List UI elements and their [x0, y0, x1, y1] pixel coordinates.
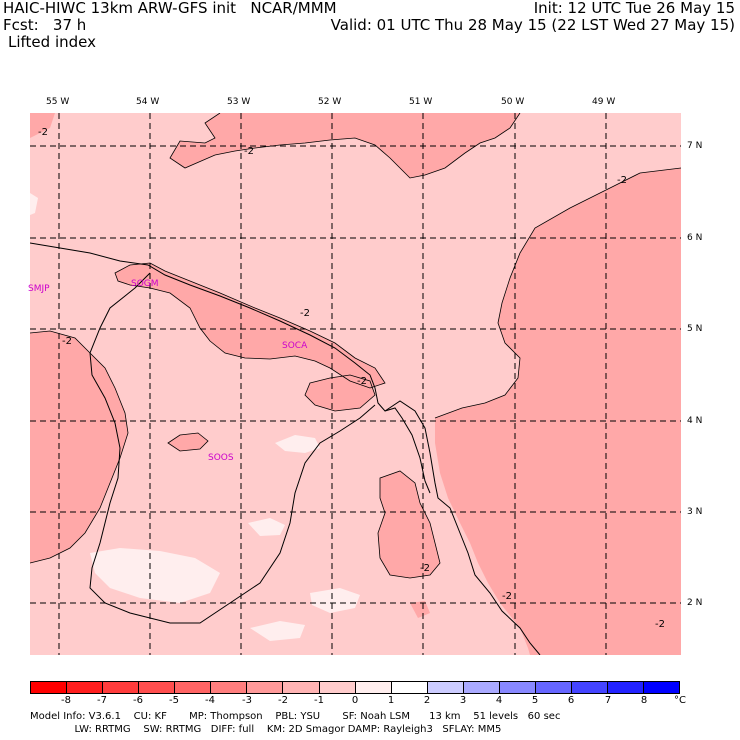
colorbar-tick: 4 [495, 695, 503, 706]
lon-label-55w: 55 W [46, 97, 70, 107]
contour-label: -2 [617, 175, 627, 186]
colorbar-cell [211, 682, 248, 693]
lon-label-51w: 51 W [409, 97, 433, 107]
lon-label-52w: 52 W [318, 97, 342, 107]
lat-label-5n: 5 N [687, 324, 703, 334]
colorbar-tick: 6 [567, 695, 575, 706]
lon-label-50w: 50 W [501, 97, 525, 107]
lat-label-7n: 7 N [687, 141, 703, 151]
colorbar-tick: -5 [169, 695, 179, 706]
colorbar-tick: 3 [459, 695, 467, 706]
colorbar-cell [608, 682, 645, 693]
lat-label-4n: 4 N [687, 416, 703, 426]
lon-label-53w: 53 W [227, 97, 251, 107]
contour-label: -2 [357, 376, 367, 387]
lon-label-49w: 49 W [592, 97, 616, 107]
colorbar-tick: -4 [205, 695, 215, 706]
lighter-regions [30, 193, 360, 641]
colorbar-cell [391, 682, 428, 693]
colorbar-tick: 2 [423, 695, 431, 706]
colorbar-cell [571, 682, 608, 693]
colorbar-tick: 0 [351, 695, 359, 706]
colorbar-cell [175, 682, 212, 693]
lat-label-6n: 6 N [687, 233, 703, 243]
colorbar-cell [355, 682, 392, 693]
colorbar-tick: -8 [61, 695, 71, 706]
lat-label-3n: 3 N [687, 507, 703, 517]
forecast-hour: Fcst: 37 h [3, 16, 87, 34]
valid-time: Valid: 01 UTC Thu 28 May 15 (22 LST Wed … [330, 16, 735, 34]
colorbar-tick: -2 [278, 695, 288, 706]
colorbar-cell [499, 682, 536, 693]
colorbar [30, 681, 680, 694]
contour-label: -2 [502, 591, 512, 602]
header-title: HAIC-HIWC 13km ARW-GFS init NCAR/MMM [3, 0, 337, 17]
colorbar-cell [463, 682, 500, 693]
darker-regions [30, 113, 681, 655]
contour-label: -2 [420, 563, 430, 574]
model-info-line1: Model Info: V3.6.1 CU: KF MP: Thompson P… [30, 711, 561, 722]
colorbar-cell [247, 682, 284, 693]
station-soos: SOOS [208, 453, 234, 463]
field-name: Lifted index [8, 33, 96, 51]
colorbar-tick: 7 [604, 695, 612, 706]
colorbar-cell [31, 682, 68, 693]
colorbar-tick: 8 [640, 695, 648, 706]
colorbar-cell [103, 682, 140, 693]
contour-label: -2 [38, 127, 48, 138]
colorbar-tick: -7 [97, 695, 107, 706]
lon-label-54w: 54 W [136, 97, 160, 107]
init-time: Init: 12 UTC Tue 26 May 15 [533, 0, 735, 17]
lifted-index-map [30, 113, 681, 655]
contour-label: -2 [655, 619, 665, 630]
map-svg [30, 113, 681, 655]
contour-label: -2 [244, 146, 254, 157]
colorbar-tick: -1 [314, 695, 324, 706]
colorbar-tick: -6 [133, 695, 143, 706]
lat-label-2n: 2 N [687, 598, 703, 608]
coastlines-borders [30, 242, 541, 655]
colorbar-unit: °C [674, 695, 686, 706]
colorbar-cell [535, 682, 572, 693]
contour-label: -2 [300, 308, 310, 319]
colorbar-cell [644, 682, 680, 693]
colorbar-cell [283, 682, 320, 693]
colorbar-cell [427, 682, 464, 693]
colorbar-cell [319, 682, 356, 693]
colorbar-tick: -3 [242, 695, 252, 706]
colorbar-tick: 5 [531, 695, 539, 706]
lat-lon-grid [30, 113, 681, 655]
contour-lines [30, 113, 681, 579]
contour-label: -2 [62, 336, 72, 347]
colorbar-cell [67, 682, 104, 693]
colorbar-cell [139, 682, 176, 693]
station-smjp: SMJP [28, 284, 50, 294]
colorbar-tick: 1 [387, 695, 395, 706]
station-sogm: SOGM [131, 279, 159, 289]
model-info-line2: LW: RRTMG SW: RRTMG DIFF: full KM: 2D Sm… [30, 724, 502, 735]
station-soca: SOCA [282, 341, 308, 351]
